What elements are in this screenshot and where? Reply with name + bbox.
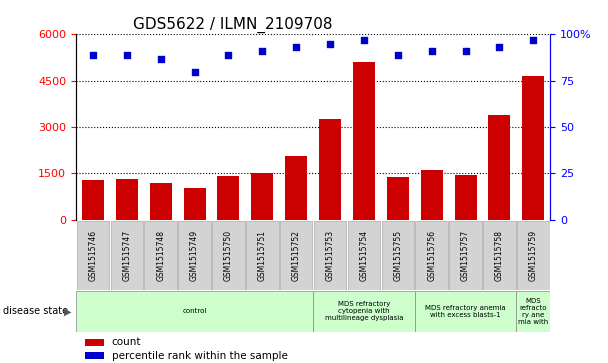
Bar — [116, 179, 138, 220]
Bar — [218, 176, 240, 220]
Bar — [353, 62, 375, 220]
Text: GSM1515749: GSM1515749 — [190, 229, 199, 281]
FancyBboxPatch shape — [313, 291, 415, 332]
Point — [461, 48, 471, 54]
Bar — [82, 180, 104, 220]
Bar — [150, 183, 171, 220]
Point — [156, 56, 165, 61]
Text: control: control — [182, 308, 207, 314]
Text: GSM1515754: GSM1515754 — [359, 229, 368, 281]
Bar — [522, 76, 544, 220]
Text: GSM1515757: GSM1515757 — [461, 229, 470, 281]
Bar — [184, 188, 206, 220]
FancyBboxPatch shape — [314, 221, 347, 290]
FancyBboxPatch shape — [415, 291, 516, 332]
Bar — [86, 339, 105, 346]
Point — [122, 52, 132, 58]
Text: percentile rank within the sample: percentile rank within the sample — [112, 351, 288, 360]
Text: GDS5622 / ILMN_2109708: GDS5622 / ILMN_2109708 — [133, 17, 333, 33]
Point — [393, 52, 402, 58]
FancyBboxPatch shape — [483, 221, 516, 290]
Text: GSM1515752: GSM1515752 — [292, 229, 301, 281]
Bar — [285, 156, 307, 220]
FancyBboxPatch shape — [111, 221, 143, 290]
Point — [528, 37, 538, 43]
Point — [291, 45, 301, 50]
Text: GSM1515753: GSM1515753 — [325, 229, 334, 281]
FancyBboxPatch shape — [76, 291, 313, 332]
Text: MDS refractory
cytopenia with
multilineage dysplasia: MDS refractory cytopenia with multilinea… — [325, 301, 403, 321]
Text: GSM1515751: GSM1515751 — [258, 229, 267, 281]
Point — [190, 69, 199, 74]
Text: GSM1515759: GSM1515759 — [529, 229, 538, 281]
Text: GSM1515756: GSM1515756 — [427, 229, 436, 281]
Point — [88, 52, 98, 58]
Text: disease state: disease state — [3, 306, 68, 316]
Text: count: count — [112, 337, 141, 347]
FancyBboxPatch shape — [517, 221, 550, 290]
Point — [224, 52, 233, 58]
Text: GSM1515746: GSM1515746 — [88, 229, 97, 281]
Text: GSM1515747: GSM1515747 — [122, 229, 131, 281]
Bar — [455, 175, 477, 220]
FancyBboxPatch shape — [77, 221, 109, 290]
Bar — [488, 115, 511, 220]
Point — [427, 48, 437, 54]
Bar — [421, 170, 443, 220]
Point — [325, 41, 335, 46]
FancyBboxPatch shape — [449, 221, 482, 290]
FancyBboxPatch shape — [280, 221, 313, 290]
Text: MDS
refracto
ry ane
mia with: MDS refracto ry ane mia with — [518, 298, 548, 325]
Bar — [251, 173, 274, 220]
Bar — [319, 119, 341, 220]
Text: GSM1515758: GSM1515758 — [495, 229, 504, 281]
Point — [257, 48, 267, 54]
Text: GSM1515748: GSM1515748 — [156, 229, 165, 281]
Text: ▶: ▶ — [64, 306, 72, 316]
Bar — [86, 352, 105, 359]
FancyBboxPatch shape — [145, 221, 177, 290]
Text: MDS refractory anemia
with excess blasts-1: MDS refractory anemia with excess blasts… — [425, 305, 506, 318]
FancyBboxPatch shape — [246, 221, 278, 290]
FancyBboxPatch shape — [348, 221, 380, 290]
Point — [359, 37, 369, 43]
Text: GSM1515750: GSM1515750 — [224, 229, 233, 281]
FancyBboxPatch shape — [212, 221, 244, 290]
Point — [494, 45, 504, 50]
FancyBboxPatch shape — [178, 221, 211, 290]
Bar — [387, 178, 409, 220]
FancyBboxPatch shape — [516, 291, 550, 332]
FancyBboxPatch shape — [415, 221, 448, 290]
FancyBboxPatch shape — [382, 221, 414, 290]
Text: GSM1515755: GSM1515755 — [393, 229, 402, 281]
